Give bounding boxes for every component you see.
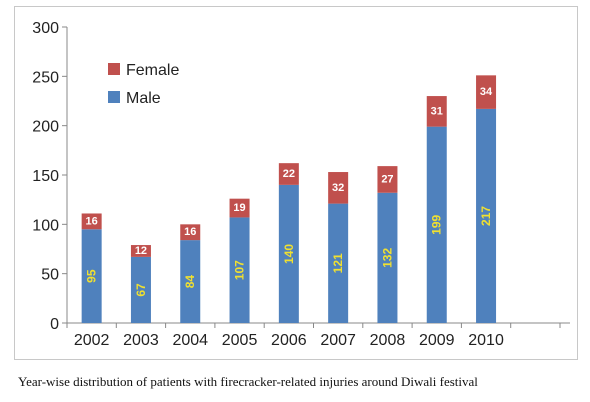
data-label-female-2008: 27 bbox=[381, 173, 393, 185]
y-tick-label: 100 bbox=[32, 217, 59, 234]
data-label-male-2006: 140 bbox=[282, 244, 296, 264]
stacked-bar-chart: 0 50 100 150 200 250 300 2002 2003 2004 2005 2006 20… bbox=[32, 20, 570, 349]
bar-female-2008 bbox=[377, 166, 398, 193]
data-label-female-2009: 31 bbox=[431, 105, 443, 117]
bar-female-2005 bbox=[229, 198, 250, 218]
legend-swatch-male bbox=[108, 91, 120, 103]
data-label-male-2004: 84 bbox=[183, 275, 197, 289]
data-label-female-2003: 12 bbox=[135, 245, 147, 257]
x-tick-label: 2002 bbox=[74, 332, 110, 349]
data-label-male-2003: 67 bbox=[134, 283, 148, 297]
x-tick-label: 2006 bbox=[271, 332, 307, 349]
legend-label-male: Male bbox=[126, 90, 161, 107]
bar-male-2004 bbox=[180, 240, 201, 323]
y-tick-label: 250 bbox=[32, 69, 59, 86]
x-tick-label: 2009 bbox=[419, 332, 455, 349]
y-tick-label: 300 bbox=[32, 20, 59, 37]
bar-male-2008 bbox=[377, 192, 398, 323]
axes: 0 50 100 150 200 250 300 2002 2003 2004 2005 2006 20… bbox=[32, 20, 570, 349]
legend-label-female: Female bbox=[126, 62, 179, 79]
y-tick-label: 150 bbox=[32, 168, 59, 185]
bar-male-2006 bbox=[278, 184, 299, 323]
data-label-female-2006: 22 bbox=[283, 168, 295, 180]
bars: 95 16 67 12 84 16 107 19 140 22 121 32 132 27 199 31 217… bbox=[81, 75, 497, 323]
bar-male-2010 bbox=[476, 108, 497, 323]
bar-female-2010 bbox=[476, 75, 497, 109]
bar-female-2009 bbox=[426, 96, 447, 127]
data-label-male-2009: 199 bbox=[430, 214, 444, 234]
data-label-female-2004: 16 bbox=[184, 226, 196, 238]
x-tick-label: 2004 bbox=[172, 332, 208, 349]
y-tick-label: 50 bbox=[41, 267, 59, 284]
y-tick-label: 200 bbox=[32, 119, 59, 136]
bar-female-2006 bbox=[278, 163, 299, 185]
x-tick-label: 2010 bbox=[468, 332, 504, 349]
data-label-male-2002: 95 bbox=[85, 269, 99, 283]
data-label-female-2010: 34 bbox=[480, 86, 493, 98]
data-label-male-2005: 107 bbox=[233, 260, 247, 280]
data-label-female-2007: 32 bbox=[332, 182, 344, 194]
bar-female-2004 bbox=[180, 224, 201, 241]
bar-male-2009 bbox=[426, 126, 447, 323]
x-tick-label: 2003 bbox=[123, 332, 159, 349]
legend: Female Male bbox=[108, 62, 179, 107]
legend-swatch-female bbox=[108, 63, 120, 75]
bar-male-2003 bbox=[130, 256, 151, 323]
data-label-female-2002: 16 bbox=[86, 215, 98, 227]
bar-male-2002 bbox=[81, 229, 102, 323]
data-label-male-2010: 217 bbox=[479, 206, 493, 226]
data-label-male-2008: 132 bbox=[380, 248, 394, 268]
data-label-male-2007: 121 bbox=[331, 253, 345, 273]
bar-male-2007 bbox=[328, 203, 349, 323]
bar-female-2003 bbox=[130, 245, 151, 257]
bar-female-2002 bbox=[81, 213, 102, 230]
chart-frame: 0 50 100 150 200 250 300 2002 2003 2004 2005 2006 20… bbox=[14, 6, 578, 360]
x-tick-label: 2007 bbox=[320, 332, 356, 349]
bar-female-2007 bbox=[328, 172, 349, 204]
y-tick-label: 0 bbox=[50, 316, 59, 333]
figure-caption: Year-wise distribution of patients with … bbox=[18, 374, 478, 389]
x-tick-label: 2005 bbox=[222, 332, 258, 349]
data-label-female-2005: 19 bbox=[233, 202, 245, 214]
x-tick-label: 2008 bbox=[370, 332, 406, 349]
bar-male-2005 bbox=[229, 217, 250, 323]
